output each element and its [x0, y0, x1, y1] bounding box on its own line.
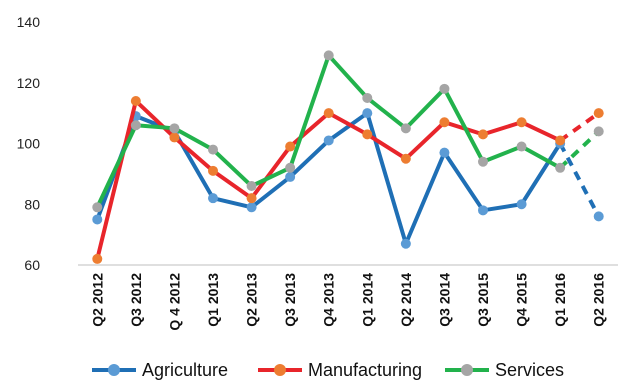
data-point-agriculture	[362, 108, 373, 119]
x-tick-label: Q4 2013	[321, 273, 337, 327]
legend-label-services: Services	[495, 360, 564, 380]
x-tick-label: Q1 2013	[205, 273, 221, 327]
data-point-manufacturing	[246, 193, 257, 204]
data-point-manufacturing	[323, 108, 334, 119]
data-point-agriculture	[285, 171, 296, 182]
y-tick-label: 80	[24, 196, 40, 212]
x-tick-label: Q3 2013	[282, 273, 298, 327]
legend: Agriculture Manufacturing Services	[92, 360, 564, 380]
data-point-services	[593, 126, 604, 137]
x-tick-label: Q2 2013	[244, 273, 260, 327]
y-axis: 60 80 100 120 140	[17, 14, 41, 273]
data-point-services	[516, 141, 527, 152]
y-tick-label: 140	[17, 14, 41, 30]
data-point-manufacturing	[478, 129, 488, 140]
data-point-agriculture	[92, 214, 103, 225]
x-tick-label: Q 4 2012	[166, 273, 182, 331]
x-tick-label: Q1 2014	[359, 273, 375, 327]
data-point-manufacturing	[593, 108, 604, 119]
data-point-services	[130, 120, 141, 131]
x-axis-ticks: Q2 2012 Q3 2012 Q 4 2012 Q1 2013 Q2 2013 Q3 2…	[89, 273, 606, 331]
series-services	[92, 50, 604, 213]
series-projection-line-services	[558, 129, 601, 170]
data-point-services	[208, 144, 218, 155]
series-projection-line-manufacturing	[558, 111, 600, 143]
x-tick-label: Q4 2015	[514, 273, 530, 327]
legend-marker-agriculture	[108, 364, 120, 376]
data-point-services	[439, 83, 450, 94]
data-point-services	[246, 181, 257, 192]
data-point-manufacturing	[362, 129, 373, 140]
data-point-manufacturing	[400, 153, 411, 164]
data-point-services	[555, 162, 566, 173]
x-tick-label: Q2 2014	[398, 273, 414, 327]
x-tick-label: Q3 2014	[436, 273, 452, 327]
data-point-manufacturing	[555, 135, 566, 146]
data-point-agriculture	[593, 211, 604, 222]
data-point-services	[92, 202, 103, 213]
y-tick-label: 100	[17, 136, 41, 152]
data-point-manufacturing	[516, 117, 527, 128]
data-point-agriculture	[478, 205, 488, 216]
data-point-manufacturing	[439, 117, 450, 128]
series-manufacturing	[92, 95, 604, 264]
x-tick-label: Q2 2016	[591, 273, 607, 327]
data-point-manufacturing	[169, 132, 180, 143]
x-tick-label: Q3 2012	[128, 273, 144, 327]
data-point-agriculture	[439, 147, 450, 158]
data-point-services	[362, 92, 373, 103]
data-point-agriculture	[208, 193, 218, 204]
data-point-agriculture	[323, 135, 334, 146]
data-point-agriculture	[246, 202, 257, 213]
data-point-manufacturing	[285, 141, 296, 152]
data-point-services	[285, 162, 296, 173]
data-point-services	[478, 156, 488, 167]
data-point-agriculture	[516, 199, 527, 210]
series-projection-line-agriculture	[558, 142, 601, 218]
data-point-agriculture	[400, 238, 411, 249]
data-point-manufacturing	[208, 165, 218, 176]
y-tick-label: 120	[17, 75, 41, 91]
legend-item-manufacturing: Manufacturing	[258, 360, 422, 380]
legend-item-services: Services	[445, 360, 564, 380]
x-tick-label: Q1 2016	[552, 273, 568, 327]
legend-item-agriculture: Agriculture	[92, 360, 228, 380]
x-tick-label: Q2 2012	[89, 273, 105, 327]
legend-marker-manufacturing	[274, 364, 286, 376]
legend-label-agriculture: Agriculture	[142, 360, 228, 380]
legend-marker-services	[461, 364, 473, 376]
data-point-services	[169, 123, 180, 134]
legend-label-manufacturing: Manufacturing	[308, 360, 422, 380]
data-point-manufacturing	[92, 253, 103, 264]
data-point-services	[400, 123, 411, 134]
x-tick-label: Q3 2015	[475, 273, 491, 327]
y-tick-label: 60	[24, 257, 40, 273]
data-point-services	[323, 50, 334, 61]
series-layer	[92, 50, 604, 264]
data-point-manufacturing	[130, 95, 141, 106]
series-line-manufacturing	[95, 98, 563, 261]
